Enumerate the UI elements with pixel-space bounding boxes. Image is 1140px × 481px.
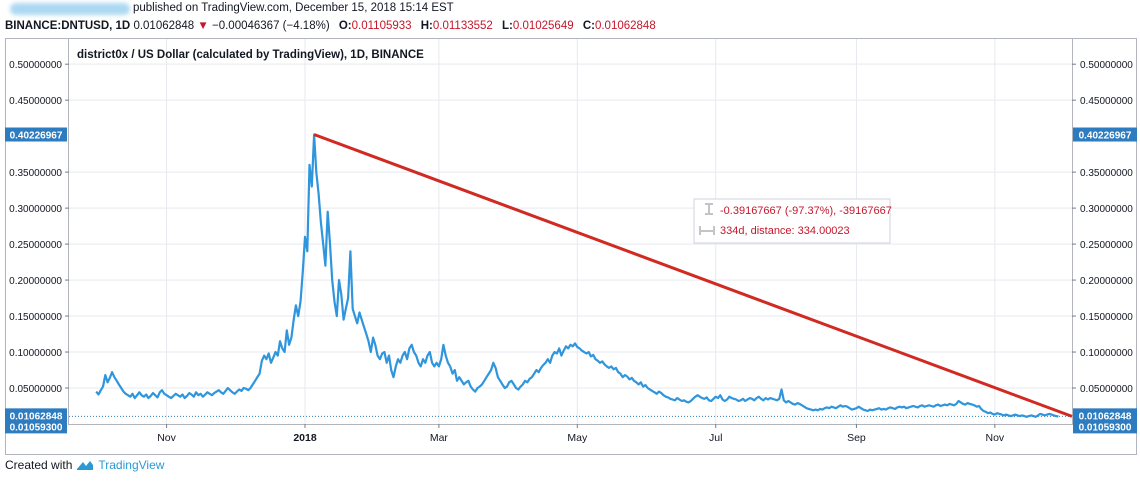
quote-bar: BINANCE:DNTUSD, 1D 0.01062848 ▼ −0.00046…	[5, 20, 656, 32]
left-tick-label: 0.35000000	[9, 168, 62, 179]
right-tick-label: 0.25000000	[1080, 240, 1133, 251]
low-label: L:	[502, 20, 513, 32]
left-price-marker-label: 0.01062848	[10, 411, 63, 422]
grid-lines	[69, 39, 1072, 424]
tradingview-brand-link[interactable]: TradingView	[98, 458, 165, 472]
measure-price-change: -0.39167667 (-97.37%), -39167667	[720, 205, 892, 217]
tradingview-logo-icon	[77, 461, 94, 470]
right-price-marker	[1073, 419, 1137, 434]
left-tick-label: 0.30000000	[9, 204, 62, 215]
x-tick-label: Nov	[157, 432, 176, 444]
chart-area[interactable]: 0.05000000 0.10000000 0.15000000 0.20000000…	[5, 38, 1137, 455]
price-change: −0.00046367 (−4.18%)	[212, 20, 330, 32]
vertical-measure-icon	[705, 203, 713, 215]
right-tick-label: 0.20000000	[1080, 276, 1133, 287]
left-tick-label: 0.20000000	[9, 276, 62, 287]
right-tick-label: 0.05000000	[1080, 384, 1133, 395]
right-price-marker-label: 0.40226967	[1079, 131, 1132, 142]
x-tick-label: Nov	[986, 432, 1005, 444]
measure-time-distance: 334d, distance: 334.00023	[720, 225, 850, 237]
right-tick-label: 0.50000000	[1080, 60, 1133, 71]
close-value: 0.01062848	[594, 20, 656, 32]
plot-frame	[68, 38, 1073, 425]
high-label: H:	[420, 20, 433, 32]
close-label: C:	[582, 20, 595, 32]
symbol-label[interactable]: BINANCE:DNTUSD, 1D	[5, 20, 131, 32]
left-price-marker	[5, 408, 67, 423]
left-tick-label: 0.05000000	[9, 384, 62, 395]
x-tick-label: 2018	[293, 432, 317, 444]
high-value: 0.01133552	[432, 20, 493, 32]
left-tick-label: 0.10000000	[9, 348, 62, 359]
down-arrow-icon: ▼	[197, 20, 209, 32]
left-price-marker-label: 0.01059300	[10, 422, 63, 433]
last-price: 0.01062848	[133, 20, 195, 32]
chart-title: district0x / US Dollar (calculated by Tr…	[77, 49, 424, 61]
right-price-marker-label: 0.01062848	[1079, 411, 1132, 422]
footer: Created with TradingView	[5, 458, 164, 472]
right-tick-label: 0.45000000	[1080, 96, 1133, 107]
left-tick-label: 0.15000000	[9, 312, 62, 323]
right-tick-label: 0.15000000	[1080, 312, 1133, 323]
publish-header: published on TradingView.com, December 1…	[0, 0, 1140, 17]
x-tick-label: May	[567, 432, 588, 444]
price-series-line[interactable]	[95, 133, 1059, 418]
right-price-marker	[1073, 408, 1137, 423]
measure-box: -0.39167667 (-97.37%), -39167667 334d, d…	[693, 198, 892, 244]
right-tick-label: 0.10000000	[1080, 348, 1133, 359]
right-tick-label: 0.35000000	[1080, 168, 1133, 179]
horizontal-measure-icon	[699, 226, 715, 235]
open-value: 0.01105933	[351, 20, 412, 32]
time-axis[interactable]: Nov 2018 Mar May Jul Sep Nov	[157, 424, 1005, 444]
left-tick-label: 0.45000000	[9, 96, 62, 107]
price-chart[interactable]: 0.05000000 0.10000000 0.15000000 0.20000000…	[5, 38, 1137, 455]
right-price-marker-label: 0.01059300	[1079, 422, 1132, 433]
right-tick-label: 0.30000000	[1080, 204, 1133, 215]
left-price-marker-label: 0.40226967	[10, 131, 63, 142]
left-price-marker	[5, 419, 67, 434]
price-markers: 0.40226967 0.40226967 0.01062848 0.01062848…	[5, 127, 1137, 434]
low-value: 0.01025649	[512, 20, 574, 32]
left-price-axis[interactable]: 0.05000000 0.10000000 0.15000000 0.20000000…	[9, 60, 69, 395]
x-tick-label: Jul	[709, 432, 722, 444]
left-tick-label: 0.25000000	[9, 240, 62, 251]
redacted-author	[10, 3, 130, 15]
open-label: O:	[338, 20, 352, 32]
right-price-marker	[1073, 127, 1137, 142]
x-tick-label: Sep	[847, 432, 866, 444]
left-tick-label: 0.50000000	[9, 60, 62, 71]
measure-box-frame	[693, 198, 891, 244]
created-with-label: Created with	[5, 458, 73, 472]
trend-line[interactable]	[313, 133, 1073, 418]
left-price-marker	[5, 127, 67, 142]
published-info: published on TradingView.com, December 1…	[133, 2, 454, 14]
x-tick-label: Mar	[430, 432, 449, 444]
right-price-axis[interactable]: 0.05000000 0.10000000 0.15000000 0.20000000…	[1072, 60, 1133, 395]
